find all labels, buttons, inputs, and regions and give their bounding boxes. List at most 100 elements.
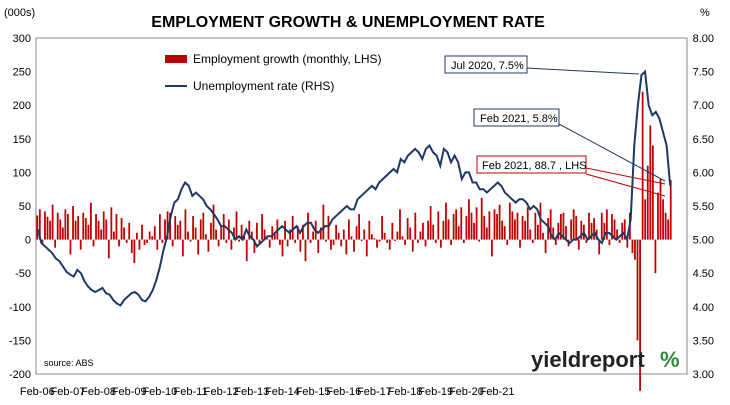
employment-bar [654,239,657,274]
employment-bar [641,91,644,240]
employment-bar [600,212,603,240]
employment-bar [383,232,386,240]
employment-bar [580,220,583,240]
employment-bar [77,216,80,240]
employment-bar [41,239,44,245]
right-tick-label: 4.50 [693,268,714,280]
callout-label: Feb 2021, 5.8% [480,113,558,125]
callout-jul-2020: Jul 2020, 7.5% [444,55,640,75]
employment-bar [409,227,412,240]
employment-bar [452,214,455,240]
x-tick-label: Feb-10 [142,386,177,398]
employment-bar [38,209,41,240]
left-axis-ticks: -200 -150 -100 -50 0 50 100 150 200 250 300 [9,33,31,381]
employment-bar [560,214,562,240]
employment-bar [253,239,256,254]
employment-bar [542,232,544,240]
employment-bar [97,220,100,240]
employment-bar [215,229,217,240]
left-tick-label: 300 [13,33,31,45]
employment-bar [330,239,332,250]
right-tick-label: 5.00 [693,235,714,247]
left-axis-unit: (000s) [4,7,35,19]
employment-bar [345,239,348,255]
employment-bar [184,209,187,240]
employment-bar [386,239,389,243]
employment-bar [136,232,138,240]
employment-bar [44,211,46,240]
employment-bar [639,239,641,391]
x-axis-ticks: Feb-06Feb-07Feb-08Feb-09Feb-10Feb-11Feb-… [20,386,515,398]
x-tick-label: Feb-12 [204,386,239,398]
employment-bar [439,239,442,248]
left-tick-label: -150 [9,335,31,347]
employment-bar [105,219,108,240]
employment-bar [511,211,514,240]
employment-bar [189,239,192,242]
employment-bar [388,239,391,250]
employment-bar [496,214,498,240]
employment-bar [299,239,302,252]
left-tick-label: -50 [15,268,31,280]
x-tick-label: Feb-07 [50,386,85,398]
callout-feb-2021-rate: Feb 2021, 5.8% [473,108,666,182]
employment-bar [577,239,580,250]
employment-bar [230,239,233,250]
employment-bar [588,212,590,240]
employment-bar [138,239,141,250]
x-tick-label: Feb-13 [234,386,269,398]
employment-bar [171,239,174,247]
right-tick-label: 8.00 [693,33,714,45]
employment-bar [266,238,269,240]
employment-bar [539,202,542,240]
employment-bar [514,219,516,240]
employment-bar [327,216,330,240]
employment-bar [156,239,159,250]
left-tick-label: -200 [9,369,31,381]
employment-bar [143,239,146,245]
callout-leader [525,67,640,75]
employment-bar [455,209,458,240]
employment-bar [549,209,552,240]
employment-bar [281,239,284,257]
source-note: source: ABS [44,358,94,368]
employment-bar [256,222,258,240]
employment-bar [204,234,207,240]
employment-bar [304,239,307,262]
employment-bar [521,216,524,240]
legend-bar-label: Employment growth (monthly, LHS) [193,52,382,66]
employment-bar [141,224,143,240]
callout-label: Feb 2021, 88.7 , LHS [482,160,587,172]
employment-bar [174,216,177,240]
employment-bar [102,211,105,240]
employment-bar [322,204,325,240]
employment-bar [67,214,69,240]
employment-bar [309,239,312,243]
employment-bar [319,227,322,240]
employment-bar [179,220,182,240]
employment-bar [296,226,299,240]
employment-bar [335,224,338,240]
employment-bar [128,222,131,240]
employment-bar [54,239,57,248]
x-tick-label: Feb-06 [20,386,55,398]
employment-bar [534,212,537,240]
right-axis-unit: % [700,7,710,19]
employment-bar [644,199,647,240]
employment-bar [470,212,473,240]
employment-bar [396,231,399,240]
logo-percent-icon: % [660,347,680,372]
employment-bar [621,222,624,240]
employment-bar [552,227,555,240]
employment-bar [473,222,475,240]
employment-bar [414,212,417,240]
employment-bar [202,212,205,240]
employment-bar [381,216,383,240]
employment-bar [519,239,521,248]
employment-bar [646,165,649,240]
employment-bar [358,214,360,240]
employment-bar [84,218,87,240]
employment-bar [151,236,154,240]
x-tick-label: Feb-18 [388,386,423,398]
callout-box [473,108,560,127]
